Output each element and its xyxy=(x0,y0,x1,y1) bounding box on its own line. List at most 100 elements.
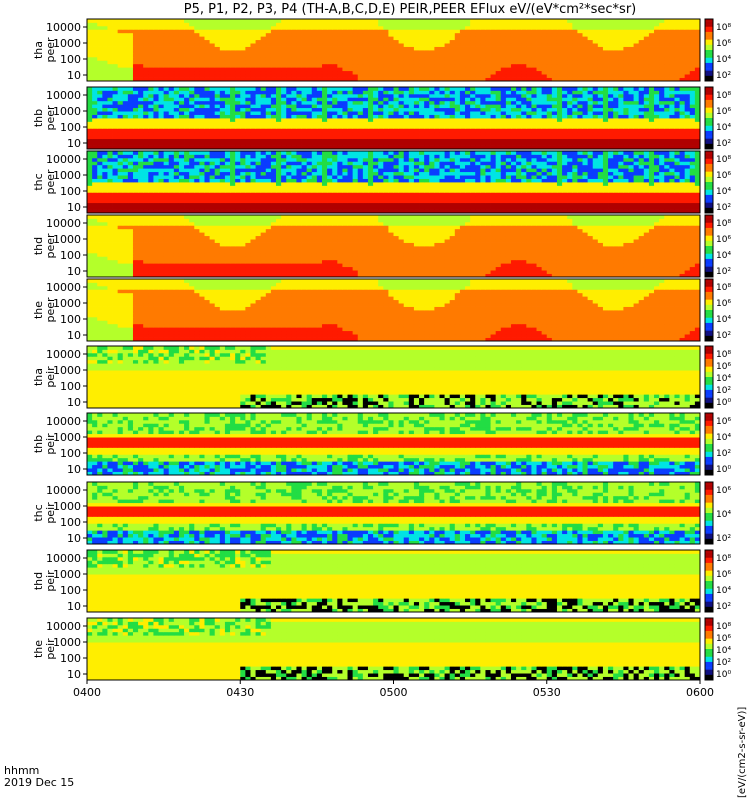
heatmap-cell xyxy=(133,139,139,143)
heatmap-cell xyxy=(276,53,282,57)
heatmap-cell xyxy=(664,101,670,105)
heatmap-cell xyxy=(434,71,440,75)
heatmap-cell xyxy=(603,111,609,115)
heatmap-cell xyxy=(537,104,543,108)
heatmap-cell xyxy=(388,87,394,91)
heatmap-cell xyxy=(159,57,165,61)
heatmap-cell xyxy=(107,142,113,146)
heatmap-cell xyxy=(107,57,113,61)
heatmap-cell xyxy=(439,203,445,207)
heatmap-cell xyxy=(266,26,272,30)
heatmap-cell xyxy=(113,74,119,78)
heatmap-cell xyxy=(363,115,369,119)
heatmap-cell xyxy=(434,19,440,23)
heatmap-cell xyxy=(276,104,282,108)
heatmap-cell xyxy=(603,64,609,68)
heatmap-cell xyxy=(230,71,236,75)
heatmap-cell xyxy=(577,50,583,54)
heatmap-cell xyxy=(210,67,216,71)
heatmap-cell xyxy=(174,196,180,200)
heatmap-cell xyxy=(583,142,589,146)
heatmap-cell xyxy=(491,115,497,119)
heatmap-cell xyxy=(424,97,430,101)
heatmap-cell xyxy=(169,90,175,94)
heatmap-cell xyxy=(189,118,195,122)
heatmap-cell xyxy=(669,74,675,78)
heatmap-cell xyxy=(506,115,512,119)
heatmap-cell xyxy=(455,111,461,115)
heatmap-cell xyxy=(501,26,507,30)
heatmap-cell xyxy=(404,40,410,44)
heatmap-cell xyxy=(281,36,287,40)
heatmap-cell xyxy=(439,104,445,108)
heatmap-cell xyxy=(460,36,466,40)
heatmap-cell xyxy=(153,60,159,64)
heatmap-cell xyxy=(419,36,425,40)
heatmap-cell xyxy=(669,71,675,75)
heatmap-cell xyxy=(220,111,226,115)
heatmap-cell xyxy=(567,64,573,68)
heatmap-cell xyxy=(225,118,231,122)
heatmap-cell xyxy=(588,104,594,108)
heatmap-cell xyxy=(143,108,149,112)
heatmap-cell xyxy=(623,111,629,115)
heatmap-cell xyxy=(210,60,216,64)
heatmap-cell xyxy=(664,67,670,71)
heatmap-cell xyxy=(639,128,645,132)
heatmap-cell xyxy=(674,87,680,91)
heatmap-cell xyxy=(250,22,256,26)
heatmap-cell xyxy=(169,47,175,51)
heatmap-cell xyxy=(143,104,149,108)
heatmap-cell xyxy=(210,50,216,54)
heatmap-cell xyxy=(424,94,430,98)
heatmap-cell xyxy=(128,132,134,136)
heatmap-cell xyxy=(348,87,354,91)
heatmap-cell xyxy=(516,29,522,33)
heatmap-cell xyxy=(649,43,655,47)
heatmap-cell xyxy=(439,118,445,122)
heatmap-cell xyxy=(480,71,486,75)
heatmap-cell xyxy=(669,29,675,33)
heatmap-cell xyxy=(342,94,348,98)
heatmap-cell xyxy=(271,53,277,57)
heatmap-cell xyxy=(348,40,354,44)
heatmap-cell xyxy=(322,94,328,98)
heatmap-cell xyxy=(189,43,195,47)
heatmap-cell xyxy=(230,135,236,139)
heatmap-cell xyxy=(256,64,262,68)
heatmap-cell xyxy=(567,60,573,64)
heatmap-cell xyxy=(506,121,512,125)
colorbar-segment xyxy=(705,68,713,71)
heatmap-cell xyxy=(189,60,195,64)
heatmap-cell xyxy=(378,29,384,33)
heatmap-cell xyxy=(414,29,420,33)
heatmap-cell xyxy=(639,104,645,108)
heatmap-cell xyxy=(225,29,231,33)
heatmap-cell xyxy=(588,125,594,129)
heatmap-cell xyxy=(531,139,537,143)
heatmap-cell xyxy=(439,19,445,23)
heatmap-cell xyxy=(291,26,297,30)
heatmap-cell xyxy=(429,196,435,200)
heatmap-cell xyxy=(572,33,578,37)
heatmap-cell xyxy=(557,121,563,125)
heatmap-cell xyxy=(378,125,384,129)
heatmap-cell xyxy=(685,19,691,23)
heatmap-cell xyxy=(583,74,589,78)
heatmap-cell xyxy=(143,19,149,23)
heatmap-cell xyxy=(567,125,573,129)
heatmap-cell xyxy=(159,139,165,143)
heatmap-cell xyxy=(271,121,277,125)
heatmap-cell xyxy=(639,74,645,78)
heatmap-cell xyxy=(685,50,691,54)
heatmap-cell xyxy=(649,118,655,122)
heatmap-cell xyxy=(348,94,354,98)
heatmap-cell xyxy=(685,36,691,40)
heatmap-cell xyxy=(179,36,185,40)
heatmap-cell xyxy=(225,50,231,54)
heatmap-cell xyxy=(97,118,103,122)
heatmap-cell xyxy=(531,118,537,122)
heatmap-cell xyxy=(138,108,144,112)
heatmap-cell xyxy=(240,67,246,71)
heatmap-cell xyxy=(256,101,262,105)
